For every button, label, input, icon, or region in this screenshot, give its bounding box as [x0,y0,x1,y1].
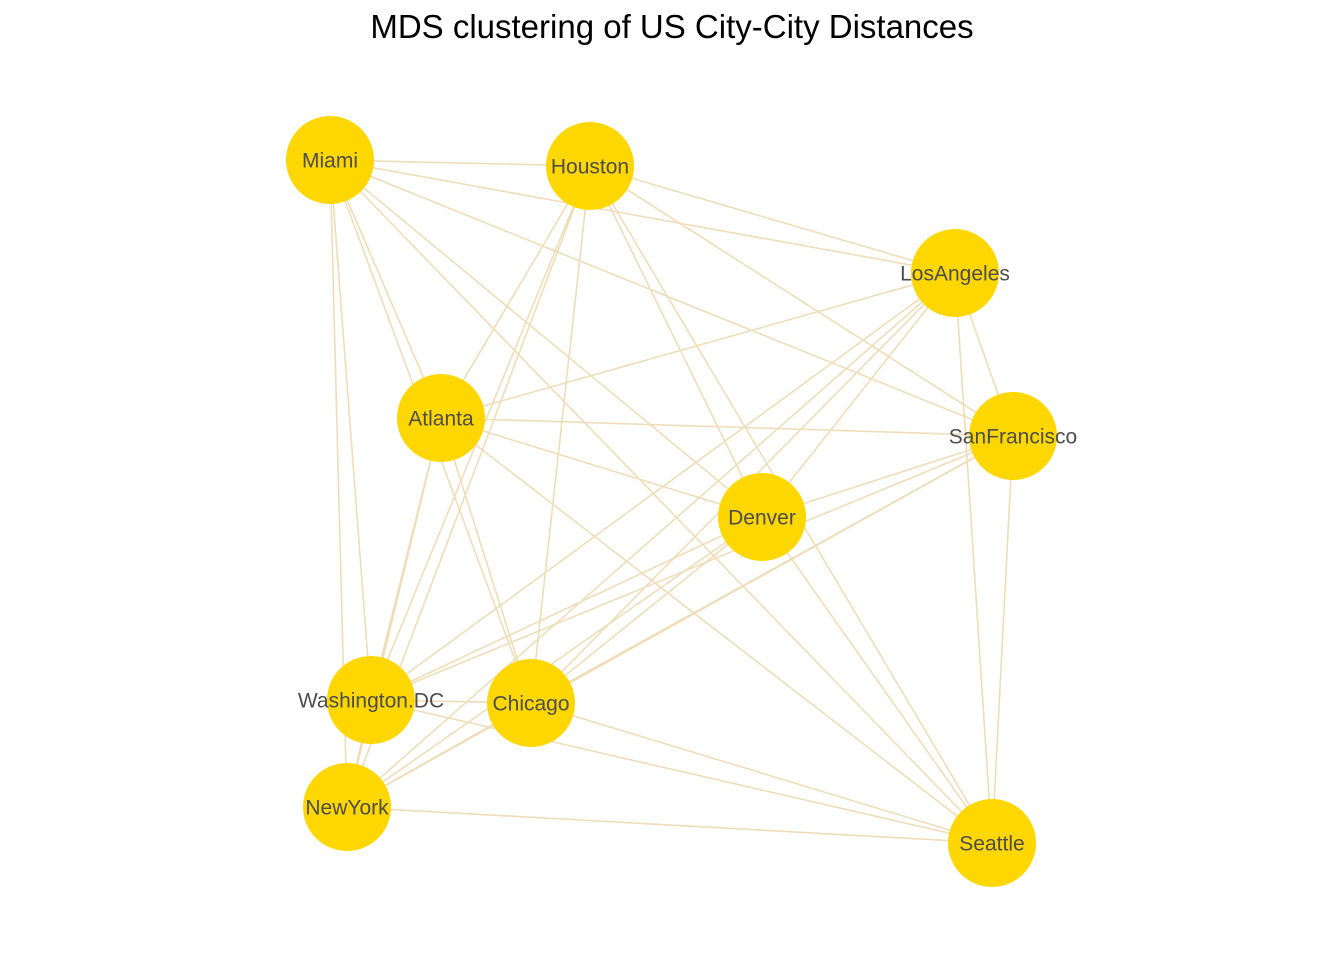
nodes-layer: Miami Houston LosAngeles Atlanta SanFrancisc… [286,116,1077,887]
node-circle [969,392,1057,480]
chart-title: MDS clustering of US City-City Distances [370,8,974,45]
edge-losangeles-newyork [346,272,956,808]
edge-atlanta-newyork [346,417,442,808]
node-circle [327,656,415,744]
node-label: Miami [302,150,358,173]
node-houston: Houston [546,122,634,210]
edge-atlanta-seattle [440,417,993,844]
edge-chicago-seattle [530,702,993,844]
edge-newyork-seattle [346,806,993,844]
node-circle [397,374,485,462]
node-sanfrancisco: SanFrancisco [949,392,1077,480]
node-circle [546,122,634,210]
node-washington-dc: Washington.DC [298,656,444,744]
node-label: Chicago [492,693,569,716]
edge-houston-chicago [530,165,591,704]
edge-miami-atlanta [329,159,442,419]
edge-houston-sanfrancisco [589,165,1014,437]
edge-denver-washington-dc [370,516,763,701]
node-circle [487,659,575,747]
node-denver: Denver [718,473,806,561]
edge-atlanta-denver [440,417,763,518]
edge-atlanta-chicago [440,417,532,704]
node-label: SanFrancisco [949,426,1077,449]
edge-losangeles-atlanta [440,272,956,419]
edge-denver-newyork [346,516,763,808]
edge-houston-denver [589,165,763,518]
edge-houston-losangeles [589,165,956,274]
edge-losangeles-denver [761,272,956,518]
edge-atlanta-sanfrancisco [440,417,1014,437]
node-label: Atlanta [408,408,474,431]
edge-losangeles-seattle [954,272,993,844]
edge-miami-seattle [329,159,993,844]
edge-denver-seattle [761,516,993,844]
edge-miami-losangeles [329,159,956,274]
edge-denver-chicago [530,516,763,704]
node-circle [286,116,374,204]
node-miami: Miami [286,116,374,204]
node-atlanta: Atlanta [397,374,485,462]
edge-miami-denver [329,159,763,518]
edge-sanfrancisco-washington-dc [370,435,1014,701]
node-label: Seattle [959,833,1024,856]
node-label: Houston [551,156,629,179]
node-label: Washington.DC [298,690,444,713]
node-label: Denver [728,507,796,530]
node-chicago: Chicago [487,659,575,747]
node-losangeles: LosAngeles [900,229,1010,317]
node-circle [948,799,1036,887]
node-newyork: NewYork [303,763,391,851]
edge-sanfrancisco-seattle [991,435,1014,844]
node-seattle: Seattle [948,799,1036,887]
edge-miami-washington-dc [329,159,372,701]
node-label: NewYork [305,797,389,820]
edge-washington-dc-seattle [370,699,993,844]
node-circle [303,763,391,851]
edge-houston-atlanta [440,165,591,419]
edge-miami-sanfrancisco [329,159,1014,437]
node-circle [718,473,806,561]
node-label: LosAngeles [900,263,1010,286]
node-circle [911,229,999,317]
